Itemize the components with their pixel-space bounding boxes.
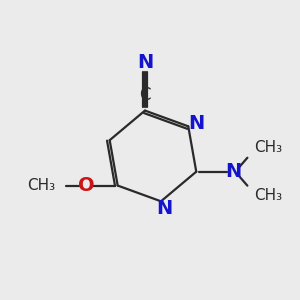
Text: N: N xyxy=(156,199,172,218)
Text: CH₃: CH₃ xyxy=(254,140,282,155)
Text: O: O xyxy=(78,176,95,195)
Text: N: N xyxy=(137,53,153,72)
Text: N: N xyxy=(225,162,242,181)
Text: C: C xyxy=(139,86,151,104)
Text: N: N xyxy=(188,115,205,134)
Text: CH₃: CH₃ xyxy=(254,188,282,203)
Text: CH₃: CH₃ xyxy=(27,178,55,193)
